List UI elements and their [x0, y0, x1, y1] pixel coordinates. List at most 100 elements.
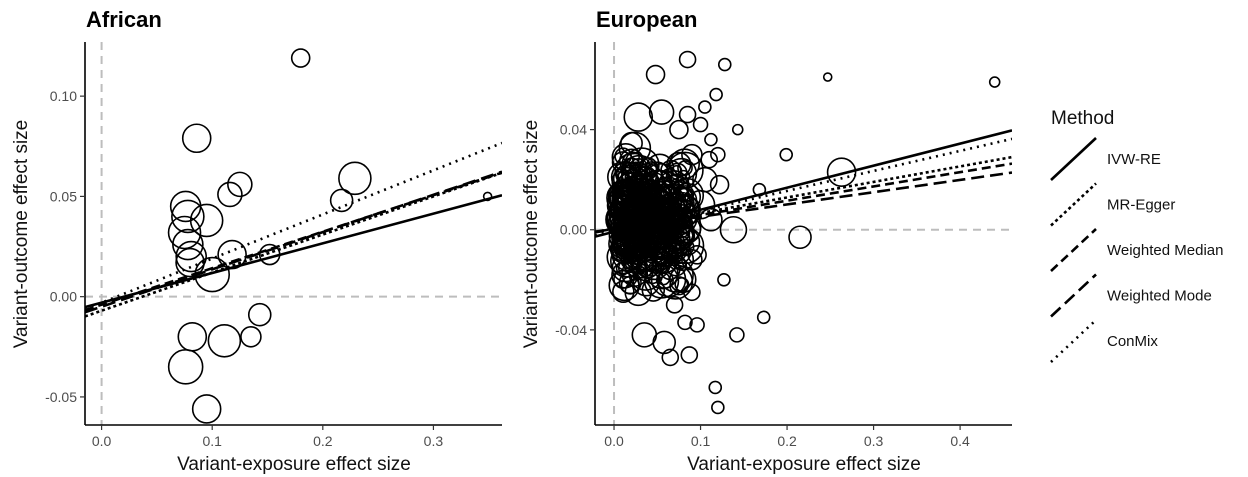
- data-point: [172, 228, 204, 261]
- data-point: [645, 153, 675, 183]
- data-point: [669, 265, 697, 294]
- data-point: [698, 100, 712, 114]
- fit-line-conmix: [595, 137, 1012, 237]
- data-point: [329, 188, 354, 213]
- data-point: [617, 170, 630, 183]
- legend-key-mr-egger: [1050, 182, 1097, 227]
- data-point: [826, 157, 857, 187]
- data-point: [217, 181, 243, 208]
- data-point: [290, 48, 311, 68]
- legend-label: Weighted Median: [1107, 242, 1223, 259]
- legend-label: MR-Egger: [1107, 197, 1175, 214]
- data-point: [650, 169, 673, 192]
- panel-african: African Variant-exposure effect size Var…: [11, 7, 502, 475]
- x-tick-label: 0.3: [864, 433, 884, 449]
- data-point: [665, 157, 698, 190]
- data-point: [681, 143, 703, 166]
- data-point: [699, 207, 723, 232]
- fit-line-mr-egger: [595, 155, 1012, 234]
- fit-line-weighted-mode: [595, 171, 1012, 233]
- data-point: [670, 247, 695, 272]
- data-point: [678, 105, 697, 124]
- data-point: [227, 171, 253, 198]
- y-axis-title-european: Variant-outcome effect size: [521, 120, 542, 348]
- data-point: [683, 283, 701, 302]
- fit-line-weighted-mode: [85, 170, 502, 314]
- x-tick-label: 0.3: [424, 433, 444, 449]
- data-point: [731, 123, 744, 136]
- data-point: [711, 400, 725, 415]
- data-point: [689, 317, 705, 333]
- data-point: [632, 269, 660, 297]
- data-point: [626, 180, 644, 199]
- data-point: [618, 131, 652, 165]
- data-point: [708, 380, 723, 395]
- data-point: [648, 99, 675, 125]
- data-point: [687, 244, 707, 265]
- y-tick-label: 0.04: [560, 122, 587, 138]
- legend-key-weighted-median: [1050, 228, 1097, 272]
- x-axis-title-african: Variant-exposure effect size: [177, 454, 411, 475]
- data-point: [644, 198, 664, 217]
- legend: Method IVW-RE MR-Egger Weighted Median Weig…: [1050, 108, 1223, 363]
- x-axis-title-european: Variant-exposure effect size: [687, 454, 921, 475]
- data-point: [676, 235, 689, 248]
- data-point: [175, 240, 207, 273]
- data-point: [181, 123, 212, 154]
- data-point: [618, 271, 642, 295]
- data-point: [669, 119, 689, 140]
- data-point: [681, 248, 703, 271]
- data-point: [614, 222, 647, 255]
- fit-line-weighted-median: [595, 162, 1012, 234]
- data-point: [338, 161, 372, 196]
- data-point: [191, 394, 222, 424]
- y-tick-label: -0.05: [45, 389, 77, 405]
- data-point: [240, 325, 262, 348]
- y-tick-label: 0.10: [50, 88, 77, 104]
- data-point: [677, 314, 693, 331]
- panel-european: European Variant-exposure effect size Va…: [521, 7, 1012, 475]
- data-point: [673, 257, 687, 270]
- data-point: [625, 219, 664, 258]
- x-tick-label: 0.1: [202, 433, 222, 449]
- data-point: [207, 323, 242, 358]
- data-point: [709, 174, 730, 195]
- data-point: [729, 327, 745, 343]
- data-point: [623, 102, 654, 132]
- x-tick-label: 0.4: [950, 433, 970, 449]
- data-point: [611, 261, 639, 289]
- data-point: [717, 57, 732, 72]
- data-point: [779, 147, 793, 162]
- data-point: [167, 215, 202, 250]
- data-point: [625, 244, 643, 261]
- legend-key-ivw-re: [1050, 137, 1097, 181]
- legend-key-weighted-mode: [1050, 273, 1097, 318]
- data-point: [756, 310, 771, 325]
- data-point: [709, 87, 723, 102]
- y-tick-label: 0.05: [50, 188, 77, 204]
- x-tick-label: 0.0: [92, 433, 112, 449]
- data-point: [788, 225, 812, 250]
- x-tick-label: 0.0: [604, 433, 624, 449]
- data-point: [719, 215, 748, 244]
- data-point: [704, 132, 718, 147]
- data-point: [692, 166, 718, 193]
- data-point: [665, 296, 684, 314]
- data-point: [247, 302, 272, 327]
- fit-line-conmix: [85, 141, 502, 311]
- y-tick-label: 0.00: [560, 222, 587, 238]
- data-point: [680, 346, 699, 364]
- data-point: [710, 146, 726, 163]
- data-point: [167, 349, 204, 385]
- x-tick-label: 0.2: [313, 433, 333, 449]
- y-axis-title-african: Variant-outcome effect size: [11, 120, 32, 348]
- data-point: [678, 50, 697, 69]
- legend-label: IVW-RE: [1107, 151, 1161, 168]
- data-point: [988, 76, 1001, 88]
- data-point: [659, 232, 683, 255]
- x-tick-label: 0.2: [777, 433, 797, 449]
- data-point: [661, 348, 680, 367]
- data-point: [645, 64, 666, 85]
- legend-title: Method: [1051, 108, 1114, 129]
